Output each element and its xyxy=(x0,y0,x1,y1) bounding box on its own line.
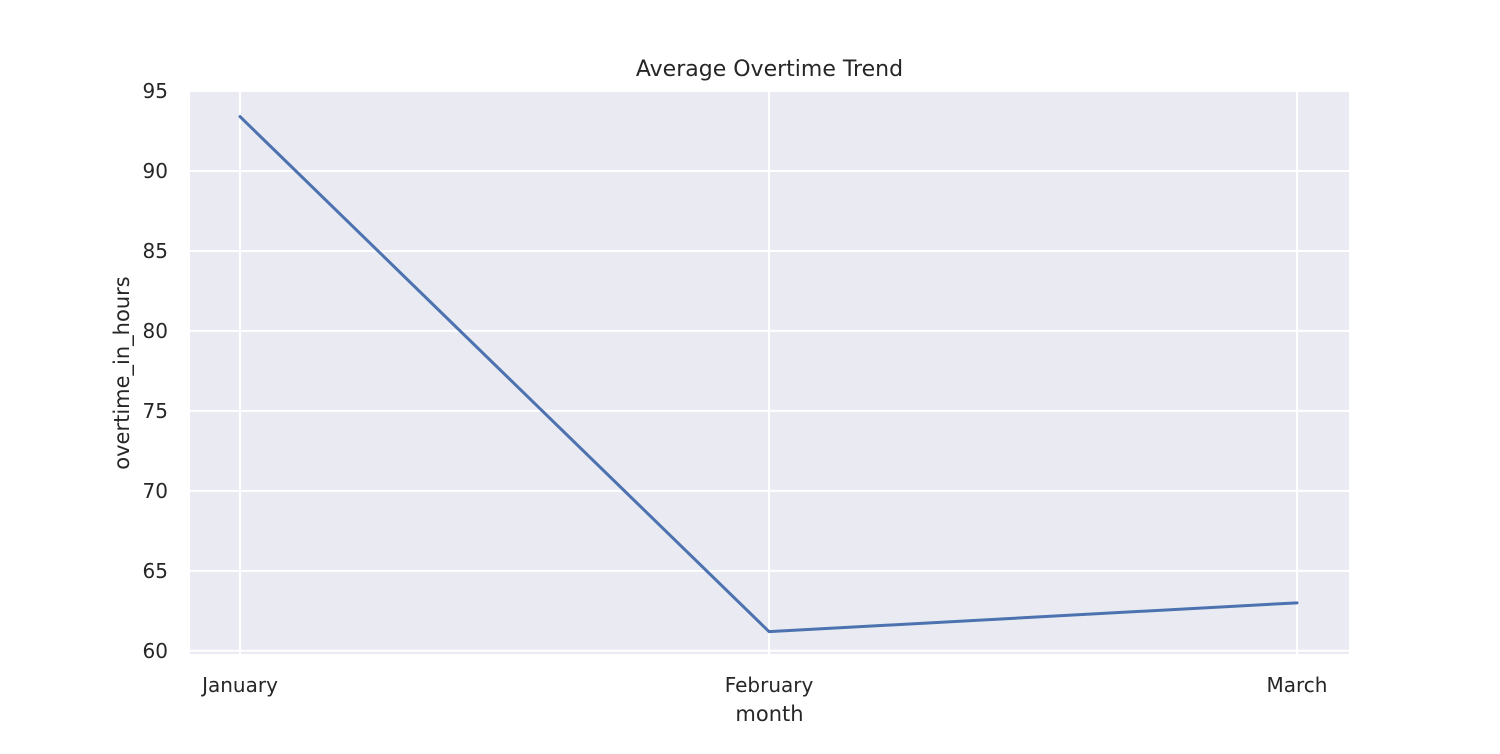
y-tick-label: 90 xyxy=(143,159,168,183)
x-tick-label: February xyxy=(725,673,814,697)
x-tick-label: March xyxy=(1267,673,1328,697)
y-tick-label: 60 xyxy=(143,639,168,663)
x-tick-label: January xyxy=(200,673,278,697)
y-tick-label: 85 xyxy=(143,239,168,263)
grid-lines xyxy=(190,90,1349,654)
series-layer xyxy=(238,115,1299,634)
series-line xyxy=(238,115,1299,634)
y-tick-label: 65 xyxy=(143,559,168,583)
y-tick-label: 95 xyxy=(143,79,168,103)
chart-title: Average Overtime Trend xyxy=(636,57,903,82)
y-tick-label: 80 xyxy=(143,319,168,343)
y-tick-label: 70 xyxy=(143,479,168,503)
x-axis-label: month xyxy=(735,702,803,726)
x-tick-labels: January February March xyxy=(200,673,1327,697)
y-tick-label: 75 xyxy=(143,399,168,423)
y-axis-label: overtime_in_hours xyxy=(110,276,135,469)
y-tick-labels: 60 65 70 75 80 85 90 95 xyxy=(143,79,168,663)
